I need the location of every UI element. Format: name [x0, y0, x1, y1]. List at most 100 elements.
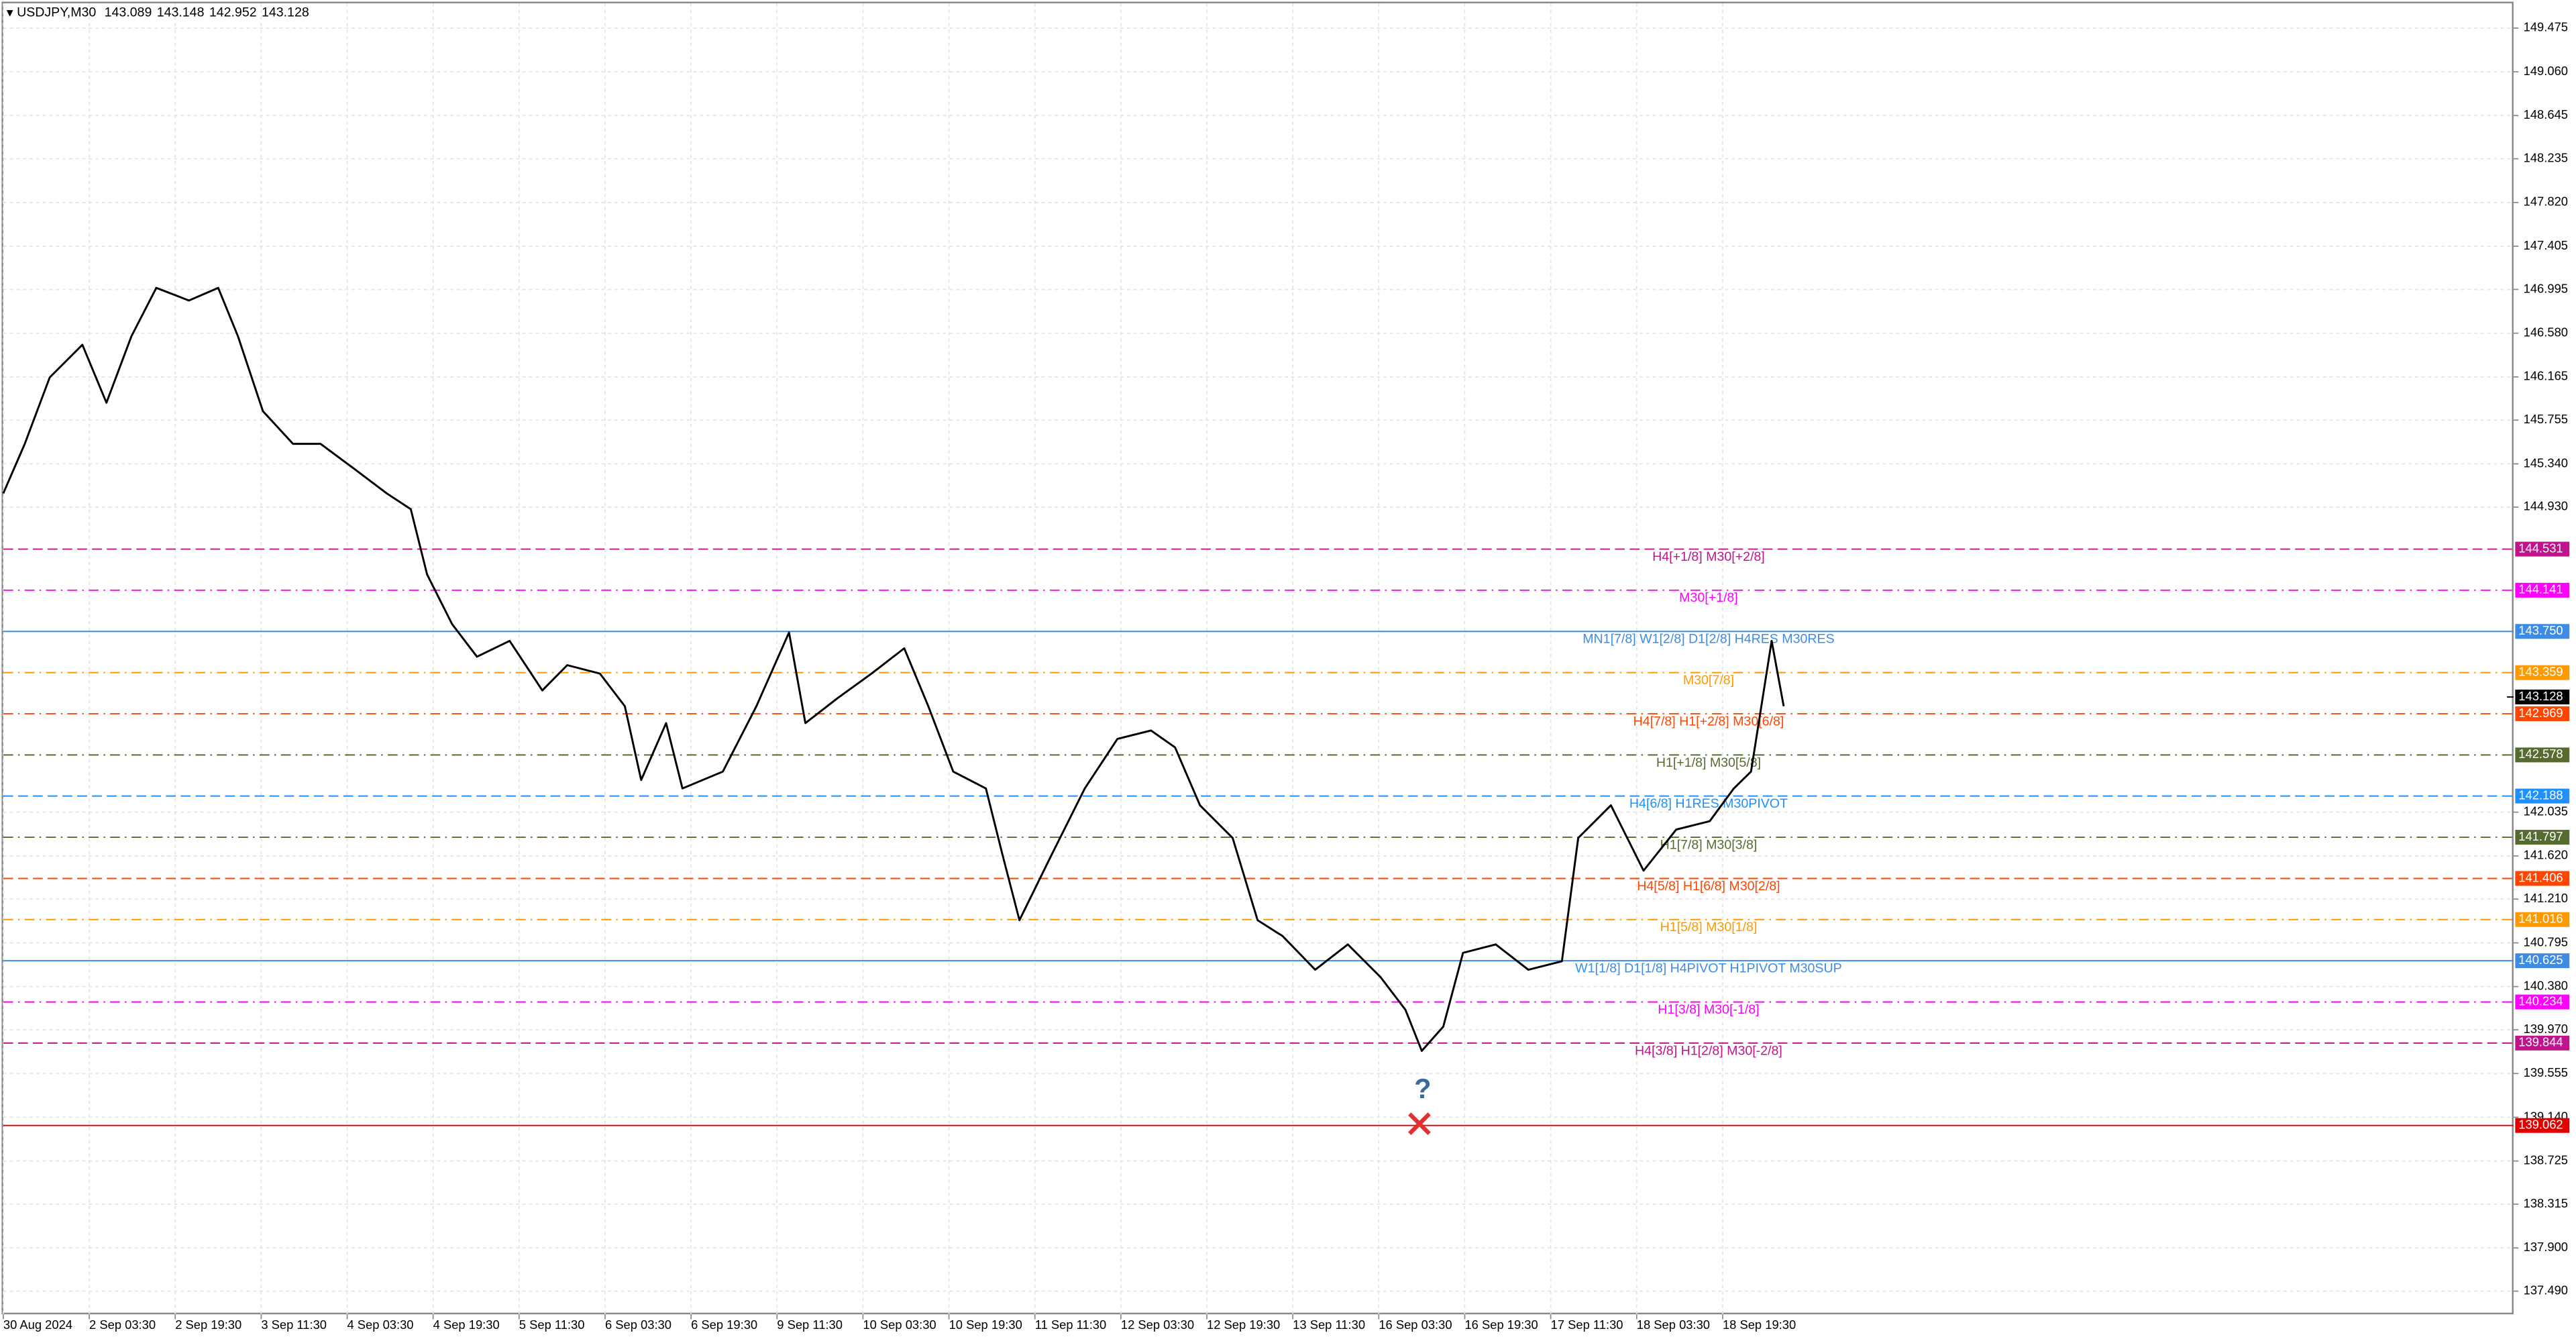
price-box-label: 143.750 — [2518, 623, 2563, 637]
x-tick-label: 4 Sep 19:30 — [433, 1318, 500, 1332]
y-tick-label: 137.490 — [2524, 1283, 2568, 1297]
x-tick-label: 10 Sep 19:30 — [949, 1318, 1022, 1332]
x-tick-label: 18 Sep 19:30 — [1723, 1318, 1796, 1332]
x-tick-label: 3 Sep 11:30 — [261, 1318, 327, 1332]
level-label: H1[5/8] M30[1/8] — [1660, 920, 1758, 934]
x-tick-label: 13 Sep 11:30 — [1293, 1318, 1365, 1332]
current-price-box — [2515, 689, 2570, 704]
level-label: MN1[7/8] W1[2/8] D1[2/8] H4RES M30RES — [1582, 632, 1834, 647]
price-box — [2515, 912, 2570, 927]
x-tick-label: 10 Sep 03:30 — [863, 1318, 936, 1332]
price-box-label: 142.969 — [2518, 706, 2563, 720]
price-box — [2515, 665, 2570, 680]
y-tick-label: 145.340 — [2524, 456, 2568, 470]
levels: H4[+1/8] M30[+2/8] M30[+1/8] MN1[7/8] W1[2… — [3, 548, 2514, 1126]
level-label: M30[+1/8] — [1679, 590, 1738, 605]
level-label: H4[6/8] H1RES M30PIVOT — [1629, 796, 1788, 811]
x-tick-label: 9 Sep 11:30 — [777, 1318, 843, 1332]
cross-icon — [1408, 1112, 1431, 1136]
y-tick-label: 141.210 — [2524, 891, 2568, 905]
level-label: H4[5/8] H1[6/8] M30[2/8] — [1637, 879, 1780, 894]
x-tick-label: 16 Sep 03:30 — [1379, 1318, 1452, 1332]
x-tick-label: 17 Sep 11:30 — [1551, 1318, 1623, 1332]
y-tick-label: 144.930 — [2524, 499, 2568, 513]
y-tick-label: 145.755 — [2524, 412, 2568, 426]
level-label: H4[3/8] H1[2/8] M30[-2/8] — [1635, 1043, 1782, 1058]
level-label: H4[+1/8] M30[+2/8] — [1652, 549, 1765, 564]
y-tick-label: 137.900 — [2524, 1240, 2568, 1254]
price-box — [2515, 624, 2570, 639]
price-box-label: 140.234 — [2518, 994, 2563, 1008]
ohlc-close: 143.128 — [262, 5, 309, 20]
y-tick-label: 140.795 — [2524, 934, 2568, 949]
y-tick-label: 149.060 — [2524, 64, 2568, 78]
y-tick-label: 140.380 — [2524, 978, 2568, 992]
x-tick-label: 30 Aug 2024 — [3, 1318, 72, 1332]
price-box-label: 142.188 — [2518, 788, 2563, 802]
y-tick-label: 142.035 — [2524, 804, 2568, 818]
x-tick-label: 18 Sep 03:30 — [1637, 1318, 1710, 1332]
x-tick-label: 11 Sep 11:30 — [1035, 1318, 1107, 1332]
x-tick-label: 16 Sep 19:30 — [1464, 1318, 1538, 1332]
price-box — [2515, 953, 2570, 969]
y-tick-label: 146.580 — [2524, 325, 2568, 339]
y-tick-label: 148.235 — [2524, 151, 2568, 165]
price-box-label: 141.797 — [2518, 829, 2563, 843]
ohlc-low: 142.952 — [209, 5, 257, 20]
x-tick-label: 6 Sep 19:30 — [691, 1318, 757, 1332]
level-label: H1[7/8] M30[3/8] — [1660, 837, 1758, 852]
level-label: H1[+1/8] M30[5/8] — [1656, 755, 1761, 770]
y-tick-label: 139.970 — [2524, 1022, 2568, 1036]
price-box-label: 144.141 — [2518, 582, 2563, 596]
price-box-label: 142.578 — [2518, 747, 2563, 761]
price-box — [2515, 994, 2570, 1010]
ohlc-high: 143.148 — [157, 5, 205, 20]
price-box-label: 139.844 — [2518, 1035, 2563, 1049]
x-tick-label: 12 Sep 19:30 — [1207, 1318, 1280, 1332]
y-tick-label: 148.645 — [2524, 107, 2568, 121]
x-tick-label: 2 Sep 03:30 — [89, 1318, 156, 1332]
price-box — [2515, 1118, 2570, 1133]
y-tick-label: 138.725 — [2524, 1153, 2568, 1167]
price-box — [2515, 788, 2570, 804]
price-box — [2515, 706, 2570, 721]
x-tick-label: 5 Sep 11:30 — [519, 1318, 585, 1332]
price-box — [2515, 541, 2570, 557]
level-label: H4[7/8] H1[+2/8] M30[6/8] — [1633, 714, 1784, 729]
ohlc-open: 143.089 — [105, 5, 152, 20]
price-box-label: 141.016 — [2518, 912, 2563, 926]
y-tick-label: 147.405 — [2524, 238, 2568, 252]
y-tick-label: 141.620 — [2524, 848, 2568, 862]
x-tick-label: 4 Sep 03:30 — [347, 1318, 414, 1332]
plot-frame — [1, 1, 2514, 1315]
level-label: W1[1/8] D1[1/8] H4PIVOT H1PIVOT M30SUP — [1575, 961, 1842, 976]
x-tick-label: 12 Sep 03:30 — [1121, 1318, 1194, 1332]
price-box — [2515, 747, 2570, 763]
level-label: H1[3/8] M30[-1/8] — [1658, 1002, 1759, 1017]
price-line — [2, 286, 1785, 1052]
price-box-label: 139.062 — [2518, 1118, 2563, 1132]
y-tick-label: 146.165 — [2524, 369, 2568, 383]
price-box — [2515, 830, 2570, 845]
level-label: M30[7/8] — [1683, 673, 1734, 688]
price-box — [2515, 582, 2570, 598]
y-tick-label: 138.315 — [2524, 1196, 2568, 1210]
price-box — [2515, 1035, 2570, 1051]
y-tick-label: 146.995 — [2524, 281, 2568, 295]
x-tick-label: 2 Sep 19:30 — [175, 1318, 241, 1332]
y-tick-label: 149.475 — [2524, 20, 2568, 34]
price-box-label: 144.531 — [2518, 541, 2563, 555]
grid — [3, 3, 2514, 1315]
price-box-label: 141.406 — [2518, 870, 2563, 884]
series — [2, 286, 1785, 1052]
current-price-label: 143.128 — [2518, 689, 2563, 703]
price-box — [2515, 871, 2570, 886]
price-box-label: 140.625 — [2518, 953, 2563, 967]
question-icon: ? — [1414, 1073, 1431, 1104]
axes: 149.475 149.060 148.645 148.235 147.820 147.4… — [3, 20, 2570, 1332]
price-box-label: 143.359 — [2518, 665, 2563, 679]
x-tick-label: 6 Sep 03:30 — [605, 1318, 672, 1332]
y-tick-label: 139.555 — [2524, 1065, 2568, 1079]
